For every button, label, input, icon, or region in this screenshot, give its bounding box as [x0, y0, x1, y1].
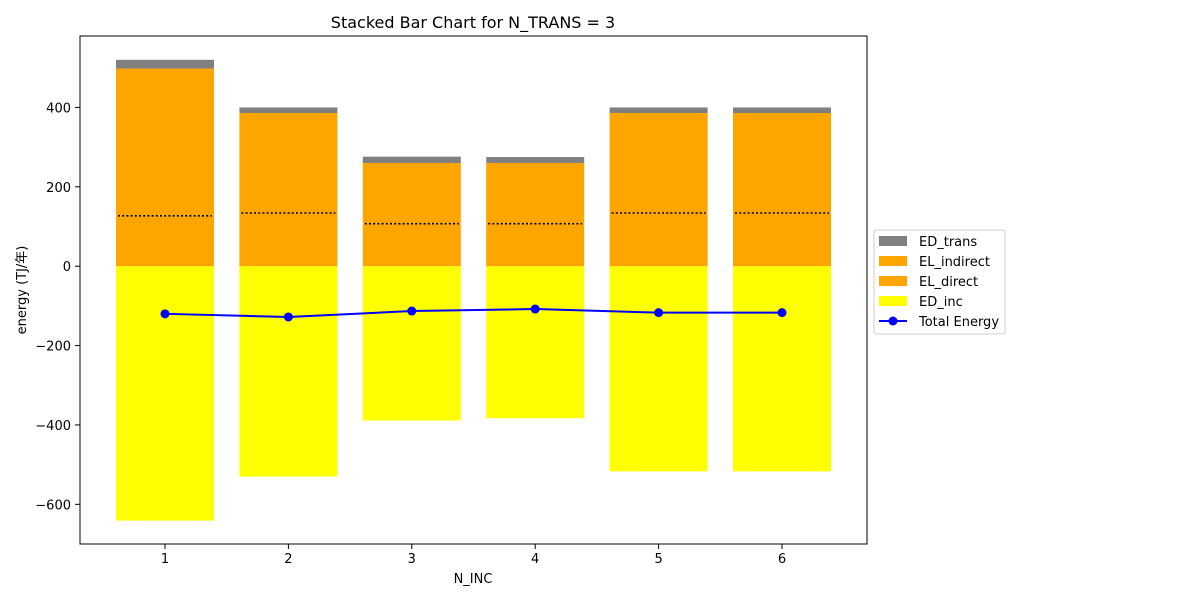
legend-swatch-el-indirect	[879, 256, 907, 266]
y-tick-label: −600	[35, 498, 71, 513]
total-energy-line	[164, 308, 782, 318]
bar-ed-trans-1	[116, 59, 214, 69]
legend-label: EL_indirect	[919, 255, 990, 270]
total-energy-point-1	[160, 309, 170, 319]
bar-el-direct-6	[733, 213, 831, 267]
legend-label: EL_direct	[919, 275, 978, 290]
bar-ed-trans-6	[733, 107, 831, 113]
bar-el-indirect-1	[116, 68, 214, 216]
x-tick-label: 3	[408, 552, 416, 567]
y-tick-label: 400	[46, 101, 71, 116]
bar-el-indirect-6	[733, 112, 831, 214]
total-energy-point-6	[777, 308, 787, 318]
bar-ed-inc-5	[609, 266, 708, 472]
bar-el-indirect-3	[362, 163, 461, 224]
bar-el-indirect-4	[486, 163, 585, 224]
y-tick-label: 0	[63, 260, 71, 275]
bar-el-direct-2	[239, 213, 338, 267]
bar-el-direct-3	[362, 223, 461, 267]
bar-ed-trans-5	[609, 107, 708, 113]
legend-label: Total Energy	[918, 315, 999, 330]
legend-swatch-el-direct	[879, 276, 907, 286]
bar-ed-trans-2	[239, 107, 338, 113]
y-tick-label: −200	[35, 340, 71, 355]
bar-ed-inc-1	[116, 266, 214, 521]
bar-el-direct-5	[609, 213, 708, 267]
x-tick-label: 1	[161, 552, 169, 567]
bar-ed-trans-3	[362, 156, 461, 163]
x-tick-label: 2	[284, 552, 292, 567]
legend-marker-total-energy	[888, 316, 898, 326]
total-energy-point-5	[654, 308, 664, 318]
total-energy-point-2	[283, 312, 293, 322]
legend: ED_trans EL_indirect EL_direct ED_inc Total …	[873, 229, 1006, 335]
bar-el-direct-4	[486, 223, 585, 267]
x-tick-label: 5	[654, 552, 662, 567]
legend-swatch-ed-trans	[879, 236, 907, 246]
x-tick-label: 6	[778, 552, 786, 567]
x-tick-label: 4	[531, 552, 539, 567]
plot-frame	[79, 35, 868, 545]
y-tick-label: 200	[46, 181, 71, 196]
legend-label: ED_inc	[919, 295, 963, 310]
bar-el-indirect-2	[239, 112, 338, 214]
y-tick-label: −400	[35, 419, 71, 434]
total-energy-point-4	[530, 304, 540, 314]
y-axis-label: energy (TJ/年)	[15, 246, 30, 335]
plot-area: −600 −400 −200 0 200 400 1 2 3 4 5 6	[35, 35, 868, 567]
bar-ed-inc-4	[486, 266, 585, 419]
legend-label: ED_trans	[919, 235, 977, 250]
x-axis-label: N_INC	[454, 572, 493, 587]
bar-el-direct-1	[116, 215, 214, 267]
bar-ed-trans-4	[486, 157, 585, 163]
bar-ed-inc-6	[733, 266, 831, 472]
total-energy-point-3	[407, 306, 417, 316]
bar-el-indirect-5	[609, 112, 708, 214]
bar-ed-inc-2	[239, 266, 338, 477]
chart-title: Stacked Bar Chart for N_TRANS = 3	[331, 13, 615, 33]
bar-ed-inc-3	[362, 266, 461, 421]
legend-swatch-ed-inc	[879, 296, 907, 306]
